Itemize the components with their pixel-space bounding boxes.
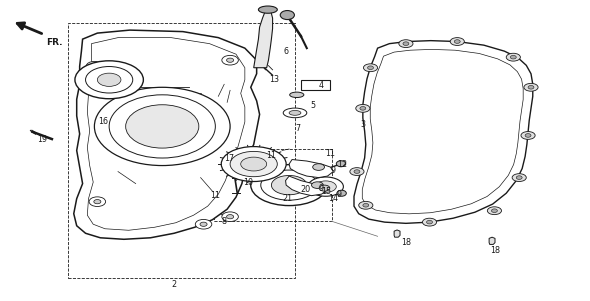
Ellipse shape: [227, 215, 234, 219]
Ellipse shape: [221, 147, 286, 182]
Ellipse shape: [399, 40, 413, 48]
Ellipse shape: [450, 38, 464, 45]
Ellipse shape: [354, 170, 360, 173]
Ellipse shape: [350, 168, 364, 175]
Text: 7: 7: [296, 124, 300, 133]
Ellipse shape: [337, 190, 346, 196]
Ellipse shape: [521, 132, 535, 139]
Ellipse shape: [109, 95, 215, 158]
Text: 16: 16: [99, 117, 108, 126]
Text: 21: 21: [283, 194, 293, 203]
Ellipse shape: [89, 197, 106, 206]
Text: 11: 11: [326, 149, 335, 158]
Ellipse shape: [126, 105, 199, 148]
Ellipse shape: [86, 67, 133, 93]
Polygon shape: [354, 41, 533, 223]
Text: 13: 13: [270, 75, 279, 84]
Text: 9: 9: [331, 166, 336, 175]
Text: 17: 17: [224, 154, 234, 163]
Ellipse shape: [403, 42, 409, 45]
Ellipse shape: [368, 66, 373, 70]
Ellipse shape: [271, 175, 307, 195]
Bar: [68, 23, 295, 278]
Ellipse shape: [97, 73, 121, 86]
Ellipse shape: [524, 83, 538, 91]
Ellipse shape: [195, 219, 212, 229]
Ellipse shape: [427, 220, 432, 224]
Ellipse shape: [258, 6, 277, 13]
Ellipse shape: [315, 181, 336, 192]
Ellipse shape: [313, 164, 324, 170]
Ellipse shape: [222, 212, 238, 222]
Ellipse shape: [308, 177, 343, 196]
Ellipse shape: [200, 222, 207, 226]
Ellipse shape: [312, 182, 323, 188]
Text: 5: 5: [310, 101, 315, 110]
Ellipse shape: [491, 209, 497, 213]
Ellipse shape: [222, 55, 238, 65]
Ellipse shape: [363, 203, 369, 207]
Ellipse shape: [91, 64, 98, 68]
Text: FR.: FR.: [46, 38, 63, 47]
Ellipse shape: [356, 104, 370, 112]
Polygon shape: [286, 176, 327, 196]
Ellipse shape: [319, 185, 330, 191]
Ellipse shape: [86, 61, 103, 71]
Text: 8: 8: [222, 217, 227, 226]
Text: 11: 11: [211, 191, 220, 200]
Ellipse shape: [283, 108, 307, 118]
Ellipse shape: [336, 161, 346, 167]
Ellipse shape: [280, 11, 294, 20]
Text: 10: 10: [243, 178, 253, 187]
Ellipse shape: [251, 165, 327, 206]
Ellipse shape: [289, 110, 301, 115]
Ellipse shape: [241, 157, 267, 171]
Ellipse shape: [360, 107, 366, 110]
Text: 14: 14: [329, 194, 338, 203]
Polygon shape: [489, 237, 495, 244]
Text: 15: 15: [321, 187, 332, 196]
Polygon shape: [394, 230, 400, 237]
Polygon shape: [254, 9, 273, 68]
Text: 9: 9: [337, 190, 342, 199]
Text: 18: 18: [491, 246, 500, 255]
Text: 19: 19: [37, 135, 48, 144]
Ellipse shape: [261, 170, 317, 200]
Ellipse shape: [75, 61, 143, 99]
Ellipse shape: [94, 87, 230, 166]
Text: 4: 4: [319, 81, 324, 90]
Ellipse shape: [227, 58, 234, 62]
Ellipse shape: [512, 174, 526, 182]
Ellipse shape: [487, 207, 502, 215]
Ellipse shape: [510, 55, 516, 59]
Text: 9: 9: [319, 184, 324, 193]
Ellipse shape: [290, 92, 304, 98]
Ellipse shape: [422, 218, 437, 226]
Text: 3: 3: [360, 120, 365, 129]
Ellipse shape: [516, 176, 522, 179]
Text: 12: 12: [337, 160, 348, 169]
Text: 18: 18: [401, 238, 411, 247]
Ellipse shape: [525, 134, 531, 137]
Text: 6: 6: [284, 47, 289, 56]
Text: 2: 2: [172, 280, 176, 289]
Ellipse shape: [528, 85, 534, 89]
Bar: [214, 149, 332, 221]
Ellipse shape: [506, 53, 520, 61]
Bar: [301, 80, 330, 90]
Text: 11: 11: [267, 150, 276, 160]
Ellipse shape: [454, 40, 460, 43]
Ellipse shape: [359, 201, 373, 209]
Ellipse shape: [363, 64, 378, 72]
Ellipse shape: [94, 200, 101, 204]
Polygon shape: [74, 30, 260, 239]
Polygon shape: [289, 160, 333, 178]
Ellipse shape: [230, 151, 277, 177]
Text: 20: 20: [300, 185, 311, 194]
